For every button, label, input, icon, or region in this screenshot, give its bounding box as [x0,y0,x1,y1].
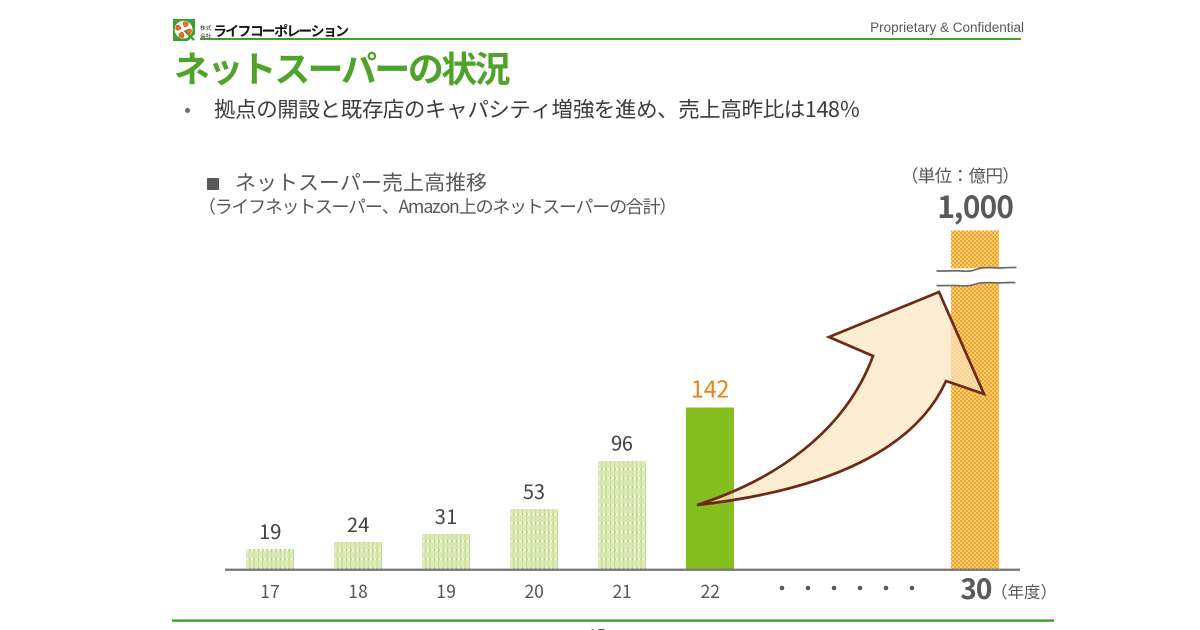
svg-text:96: 96 [611,428,633,457]
svg-text:18: 18 [348,579,367,604]
svg-text:53: 53 [523,476,545,505]
svg-text:17: 17 [260,579,279,604]
svg-text:22: 22 [700,579,719,604]
svg-text:31: 31 [435,501,457,530]
svg-text:15: 15 [588,622,606,630]
svg-text:（年度）: （年度） [991,579,1057,603]
svg-text:21: 21 [612,579,631,604]
svg-text:19: 19 [436,579,455,604]
svg-text:20: 20 [524,579,543,604]
svg-text:30: 30 [960,568,992,608]
svg-text:19: 19 [259,516,281,545]
svg-text:142: 142 [691,371,729,405]
svg-text:24: 24 [347,509,369,538]
